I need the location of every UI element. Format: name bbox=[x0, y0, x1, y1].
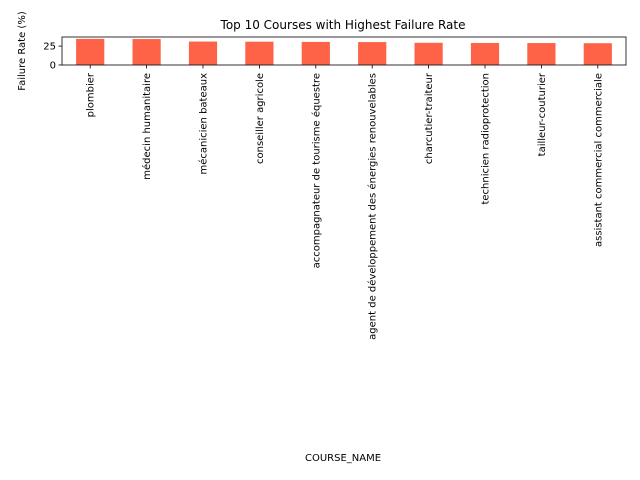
bar-10 bbox=[583, 43, 612, 65]
y-axis-label: Failure Rate (%) bbox=[17, 11, 28, 91]
bar-5 bbox=[301, 41, 330, 65]
plot-area: 0 25 plombier médecin humanitaire mécanicien… bbox=[43, 36, 627, 340]
bar-2 bbox=[132, 39, 161, 65]
x-tick-label: plombier bbox=[86, 72, 97, 117]
bar-1 bbox=[76, 38, 105, 65]
bar-3 bbox=[188, 41, 218, 65]
x-axis-label: COURSE_NAME bbox=[305, 453, 381, 464]
x-tick-label: technicien radioprotection bbox=[481, 73, 492, 205]
x-tick-label: mécanicien bateaux bbox=[198, 73, 210, 175]
chart-title: Top 10 Courses with Highest Failure Rate bbox=[220, 18, 466, 32]
x-tick-label: médecin humanitaire bbox=[141, 73, 153, 180]
x-tick-label: tailleur-couturier bbox=[537, 72, 548, 156]
plot-frame bbox=[61, 36, 627, 66]
bar-7 bbox=[414, 42, 443, 65]
x-tick-label: assistant commercial commerciale bbox=[593, 73, 604, 247]
bar-8 bbox=[470, 42, 500, 65]
bar-4 bbox=[245, 41, 274, 65]
x-tick-label: agent de développement des énergies reno… bbox=[367, 73, 379, 340]
x-tick-label: accompagnateur de tourisme équestre bbox=[310, 73, 322, 268]
y-tick-label: 25 bbox=[43, 42, 56, 53]
y-tick-label: 0 bbox=[50, 61, 56, 72]
bar-6 bbox=[358, 42, 387, 65]
x-tick-label: charcutier-traiteur bbox=[424, 72, 435, 164]
x-tick-label: conseiller agricole bbox=[255, 73, 266, 164]
bar-9 bbox=[527, 43, 556, 65]
